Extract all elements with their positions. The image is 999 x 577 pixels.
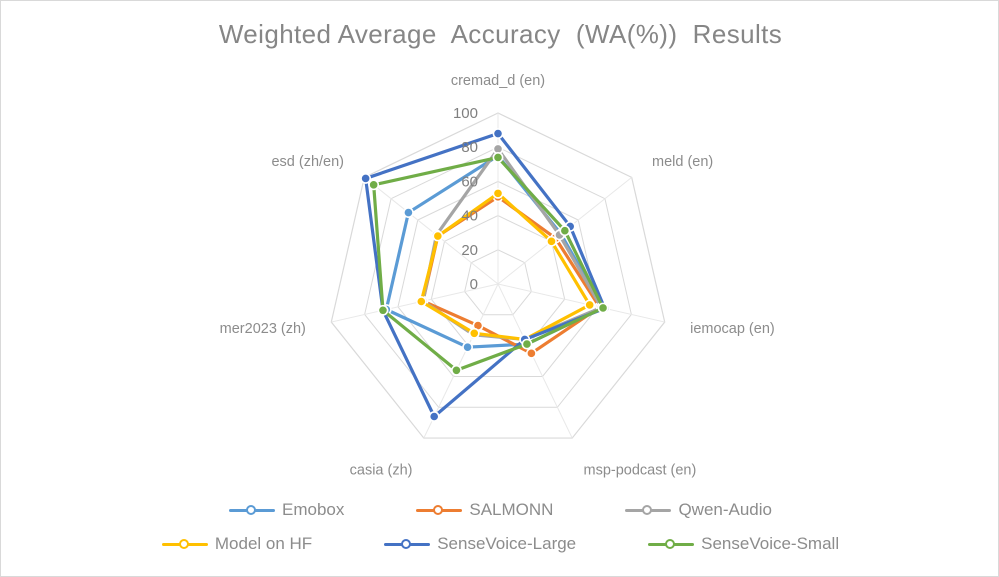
legend-item[interactable]: Emobox	[228, 493, 345, 527]
series-marker	[451, 364, 462, 376]
legend-label: Emobox	[281, 500, 345, 519]
radial-tick-label: 0	[470, 276, 478, 293]
radial-tick-label: 80	[461, 139, 478, 156]
legend-marker-dot	[245, 505, 256, 515]
axis-category-label: meld (en)	[652, 154, 713, 170]
legend-item[interactable]: Model on HF	[161, 527, 313, 561]
legend-marker-dot	[401, 539, 412, 549]
legend-item[interactable]: Qwen-Audio	[625, 493, 772, 527]
series-line	[372, 155, 605, 372]
series-marker	[559, 225, 571, 237]
axis-category-label: casia (zh)	[350, 463, 413, 479]
series-marker	[492, 187, 504, 199]
axis-category-label: cremad_d (en)	[451, 73, 545, 89]
legend-item[interactable]: SenseVoice-Small	[648, 527, 839, 561]
radar-plot-area: 0 20 40 60 80 100 cremad_d (en) meld (en) iemoc…	[1, 56, 998, 486]
legend-color-swatch	[161, 537, 208, 551]
radar-svg: 0 20 40 60 80 100 cremad_d (en) meld (en) iemoc…	[220, 73, 775, 479]
legend-marker-dot	[665, 539, 676, 549]
radar-series	[368, 152, 609, 376]
legend-label: SenseVoice-Large	[437, 534, 577, 553]
series-marker	[432, 230, 444, 242]
series-marker	[492, 152, 504, 163]
series-marker	[403, 207, 414, 218]
series-line	[419, 191, 592, 342]
axis-category-label: mer2023 (zh)	[220, 321, 306, 337]
radar-series-layer	[360, 128, 611, 422]
legend-color-swatch	[625, 503, 672, 517]
series-marker	[521, 338, 533, 350]
axis-spoke	[363, 176, 499, 285]
axis-spoke	[497, 283, 665, 323]
radial-tick-label: 60	[461, 173, 478, 190]
axis-category-label: esd (zh/en)	[271, 154, 344, 170]
legend-item[interactable]: SenseVoice-Large	[384, 527, 576, 561]
series-marker	[368, 179, 380, 191]
axis-category-label: iemocap (en)	[690, 321, 775, 337]
grid-ring	[364, 146, 632, 408]
series-marker	[415, 296, 427, 307]
radial-tick-label: 40	[461, 208, 478, 225]
legend-label: Qwen-Audio	[678, 500, 772, 519]
axis-spoke	[497, 283, 573, 439]
legend-row: Model on HF SenseVoice-Large SenseVoice-Sm…	[1, 527, 998, 561]
legend-marker-dot	[642, 505, 653, 515]
chart-legend: Emobox SALMONN Qwen-Audio Model on HF Sense…	[1, 493, 998, 573]
legend-color-swatch	[416, 503, 463, 517]
legend-label: Model on HF	[214, 534, 313, 553]
legend-marker-dot	[178, 539, 189, 549]
radial-tick-label: 100	[453, 105, 478, 122]
radial-tick-label: 20	[461, 242, 478, 259]
legend-color-swatch	[228, 503, 275, 517]
grid-ring	[330, 112, 666, 439]
legend-color-swatch	[648, 537, 695, 551]
axis-category-label: msp-podcast (en)	[584, 463, 697, 479]
series-marker	[584, 299, 596, 311]
grid-ring	[464, 249, 532, 316]
radar-series	[417, 191, 606, 359]
radial-tick-labels: 0 20 40 60 80 100	[453, 105, 478, 293]
axis-category-labels: cremad_d (en) meld (en) iemocap (en) msp-po…	[220, 73, 775, 479]
series-marker	[525, 347, 537, 359]
radar-gridlines	[330, 112, 666, 439]
series-line	[384, 154, 605, 349]
series-line	[364, 131, 607, 419]
legend-row: Emobox SALMONN Qwen-Audio	[1, 493, 998, 527]
series-marker	[462, 341, 473, 353]
series-marker	[377, 304, 389, 316]
series-line	[421, 147, 603, 342]
legend-label: SALMONN	[469, 500, 554, 519]
legend-color-swatch	[384, 537, 431, 551]
series-marker	[492, 128, 504, 139]
series-marker	[546, 235, 557, 247]
series-marker	[597, 302, 609, 314]
series-marker	[468, 327, 480, 339]
series-marker	[428, 411, 440, 422]
legend-marker-dot	[433, 505, 444, 515]
chart-title: Weighted Average Accuracy (WA(%)) Result…	[218, 19, 783, 49]
legend-item[interactable]: SALMONN	[416, 493, 553, 527]
axis-spoke	[331, 283, 499, 323]
legend-label: SenseVoice-Small	[701, 534, 840, 553]
series-marker	[360, 173, 372, 184]
grid-ring	[397, 180, 599, 377]
